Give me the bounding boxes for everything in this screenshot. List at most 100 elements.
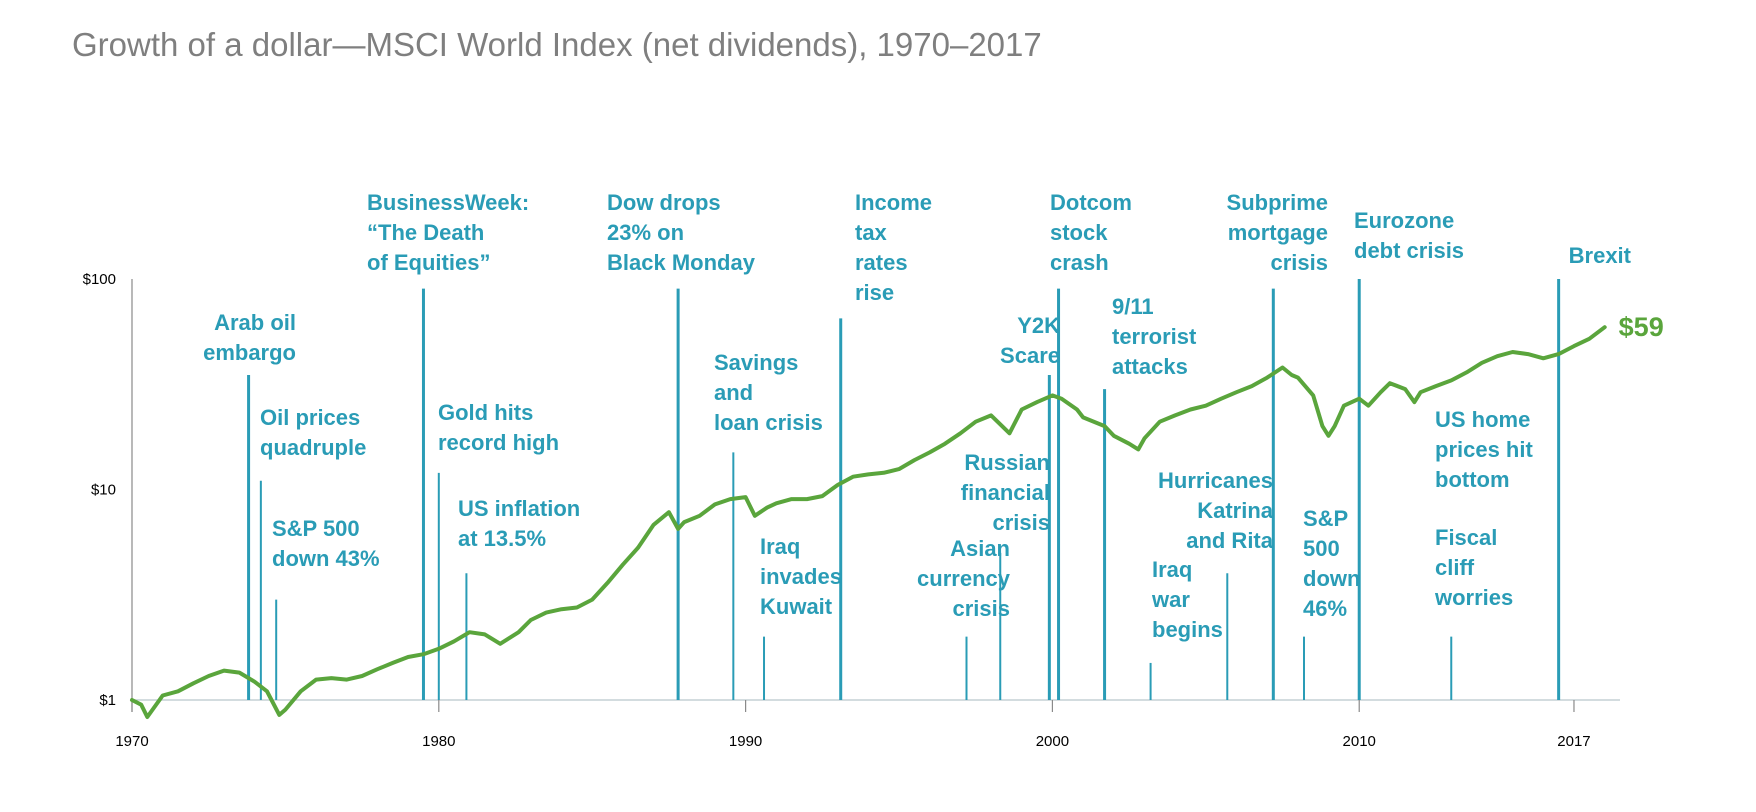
event-label: Russian financial crisis (961, 450, 1050, 535)
event-label: S&P 500 down 46% (1303, 506, 1360, 621)
x-tick-label: 1980 (422, 733, 455, 750)
event-label: Dow drops 23% on Black Monday (607, 190, 756, 275)
x-tick-label: 2000 (1036, 733, 1069, 750)
event-label-line: 9/11 (1112, 294, 1154, 319)
event-label-line: rates (855, 250, 908, 275)
event-label-line: down (1303, 566, 1360, 591)
event-label-line: Fiscal (1435, 525, 1497, 550)
event-label-line: terrorist (1112, 324, 1197, 349)
event-label-line: Dotcom (1050, 190, 1132, 215)
event-label: Hurricanes Katrina and Rita (1158, 468, 1274, 553)
event-label-line: Iraq (760, 534, 800, 559)
event-label-line: Subprime (1227, 190, 1328, 215)
event-label-line: worries (1434, 585, 1513, 610)
event-label-line: war (1151, 587, 1190, 612)
event-label-line: Kuwait (760, 594, 833, 619)
event-label: Asian currency crisis (917, 536, 1011, 621)
event-label-line: Iraq (1152, 557, 1192, 582)
event-label-line: Scare (1000, 343, 1060, 368)
event-label-line: S&P (1303, 506, 1348, 531)
event-label-line: stock (1050, 220, 1108, 245)
event-label-line: 23% on (607, 220, 684, 245)
event-label-line: Katrina (1197, 498, 1274, 523)
event-label: Arab oil embargo (203, 310, 296, 365)
event-label-line: Brexit (1569, 243, 1632, 268)
event-label-line: Hurricanes (1158, 468, 1273, 493)
event-label-line: 500 (1303, 536, 1340, 561)
event-label-line: crisis (993, 510, 1051, 535)
event-label: Dotcom stock crash (1050, 190, 1132, 275)
series-layer: $59 (130, 312, 1664, 719)
event-label-line: crisis (953, 596, 1011, 621)
y-tick-label: $10 (91, 482, 116, 499)
event-label-line: tax (855, 220, 888, 245)
event-label-line: S&P 500 (272, 516, 360, 541)
event-label-line: Income (855, 190, 932, 215)
event-label-line: US inflation (458, 496, 580, 521)
event-label: Gold hits record high (438, 400, 559, 455)
event-label-line: crisis (1271, 250, 1329, 275)
x-tick-label: 1970 (115, 733, 148, 750)
event-label-line: at 13.5% (458, 526, 546, 551)
event-label-line: quadruple (260, 435, 366, 460)
series-end-label: $59 (1619, 312, 1664, 342)
event-label-line: debt crisis (1354, 238, 1464, 263)
event-label-line: Y2K (1017, 313, 1060, 338)
event-label: Y2K Scare (1000, 313, 1060, 368)
event-label-line: currency (917, 566, 1011, 591)
series-line (130, 325, 1607, 719)
event-label-line: mortgage (1228, 220, 1328, 245)
event-label-line: begins (1152, 617, 1223, 642)
event-label-line: Black Monday (607, 250, 756, 275)
event-label-line: financial (961, 480, 1050, 505)
event-label: S&P 500 down 43% (272, 516, 380, 571)
event-label-line: BusinessWeek: (367, 190, 529, 215)
event-label-line: record high (438, 430, 559, 455)
chart-title: Growth of a dollar—MSCI World Index (net… (72, 26, 1042, 63)
event-label: BusinessWeek: “The Death of Equities” (367, 190, 529, 275)
x-tick-label: 2017 (1557, 733, 1590, 750)
y-tick-label: $1 (99, 692, 116, 709)
event-label-line: crash (1050, 250, 1109, 275)
event-label: Subprime mortgage crisis (1227, 190, 1328, 275)
event-label-line: Gold hits (438, 400, 533, 425)
event-label-line: bottom (1435, 467, 1510, 492)
event-label-line: attacks (1112, 354, 1188, 379)
event-label: Income tax rates rise (855, 190, 932, 305)
event-label-line: Arab oil (214, 310, 296, 335)
axes: $1 $10 $100 1970 1980 1990 2000 2010 2017 (83, 271, 1620, 750)
event-label-line: of Equities” (367, 250, 490, 275)
event-label-line: 46% (1303, 596, 1347, 621)
event-label-line: “The Death (367, 220, 484, 245)
event-label-line: Asian (950, 536, 1010, 561)
event-label-line: US home (1435, 407, 1530, 432)
event-label: US inflation at 13.5% (458, 496, 580, 551)
event-label-line: down 43% (272, 546, 380, 571)
event-label-line: invades (760, 564, 842, 589)
event-label: Fiscal cliff worries (1434, 525, 1513, 610)
event-labels: Arab oil embargo Oil prices quadruple S&P 50… (203, 190, 1632, 642)
event-label-line: Savings (714, 350, 798, 375)
event-label-line: loan crisis (714, 410, 823, 435)
event-label: Iraq invades Kuwait (760, 534, 842, 619)
event-label-line: Dow drops (607, 190, 721, 215)
event-label-line: Oil prices (260, 405, 360, 430)
event-label: Savings and loan crisis (714, 350, 823, 435)
event-label-line: and (714, 380, 753, 405)
x-tick-label: 2010 (1343, 733, 1376, 750)
event-label-line: and Rita (1186, 528, 1274, 553)
event-label-line: rise (855, 280, 894, 305)
x-tick-label: 1990 (729, 733, 762, 750)
y-tick-label: $100 (83, 271, 116, 288)
event-label-line: Russian (964, 450, 1050, 475)
event-markers (247, 279, 1561, 700)
event-label: 9/11 terrorist attacks (1112, 294, 1197, 379)
event-label-line: Eurozone (1354, 208, 1454, 233)
event-label: Brexit (1569, 243, 1632, 268)
event-label: Iraq war begins (1151, 557, 1223, 642)
event-label-line: prices hit (1435, 437, 1533, 462)
event-label: Oil prices quadruple (260, 405, 366, 460)
event-label-line: cliff (1435, 555, 1475, 580)
event-label: Eurozone debt crisis (1354, 208, 1464, 263)
